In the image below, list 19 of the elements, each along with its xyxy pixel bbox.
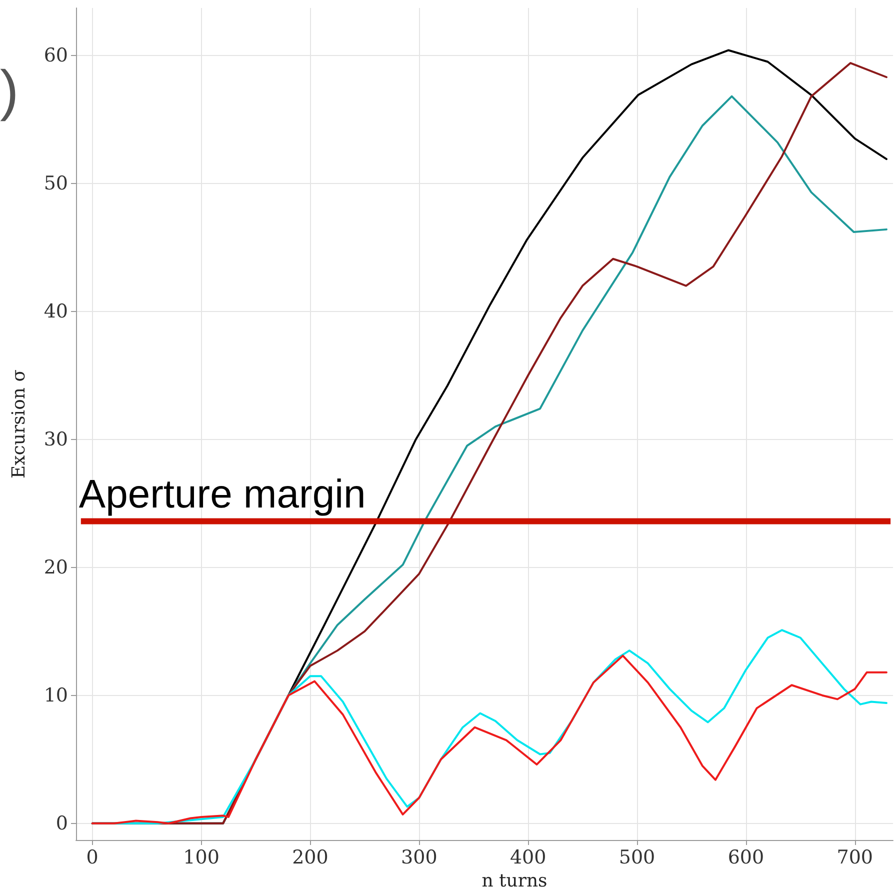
y-tick-label: 30: [44, 428, 68, 450]
x-tick-label: 400: [510, 846, 546, 868]
x-axis-title: n turns: [482, 870, 548, 892]
x-tick-label: 100: [183, 846, 220, 868]
x-tick-label: 200: [292, 846, 328, 868]
x-tick-label: 300: [401, 846, 438, 868]
x-tick-label: 700: [836, 846, 874, 868]
x-tick-label: 500: [618, 846, 656, 868]
y-axis-title: Excursion σ: [8, 369, 30, 479]
x-tick-label: 0: [86, 846, 98, 868]
y-tick-label: 10: [44, 684, 68, 706]
y-tick-label: 50: [44, 172, 68, 194]
y-tick-label: 60: [44, 44, 68, 66]
x-tick-label: 600: [728, 846, 764, 868]
ref-line-label: Aperture margin: [78, 472, 366, 516]
y-tick-label: 20: [44, 556, 68, 578]
y-tick-label: 0: [56, 812, 68, 834]
y-tick-label: 40: [44, 300, 68, 322]
text: ): [0, 58, 19, 122]
